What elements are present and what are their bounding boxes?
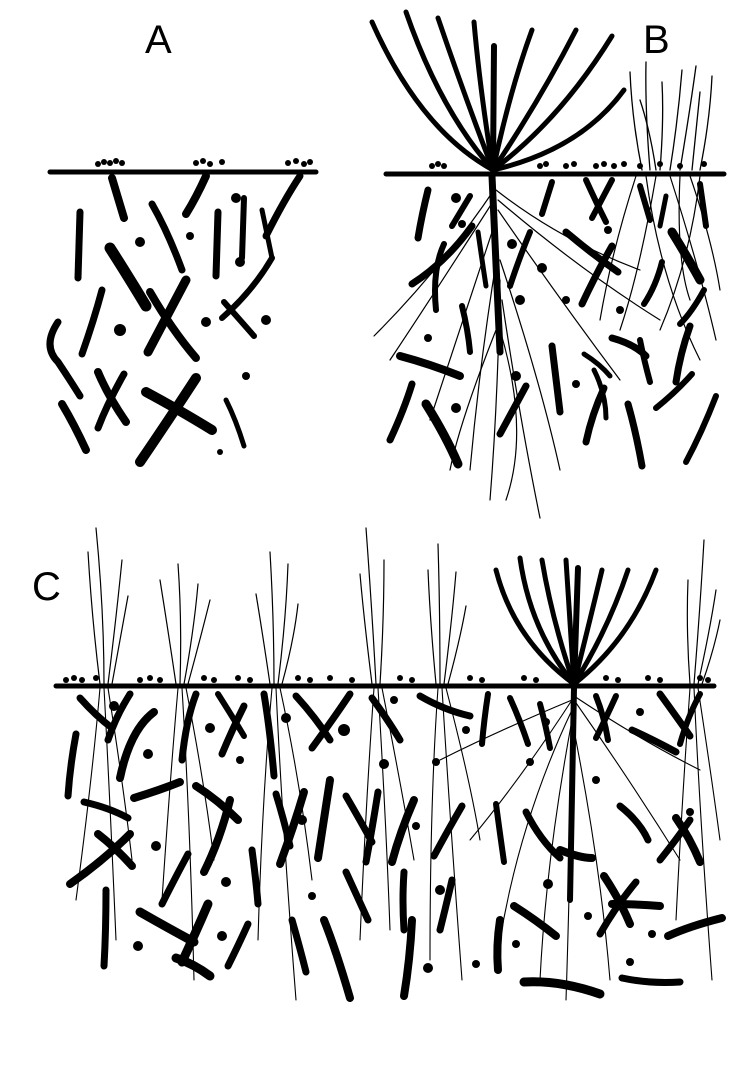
- panel-b-burrows: [386, 177, 719, 470]
- panel-b-fine-roots: [373, 175, 721, 519]
- panel-c-soil-particles: [109, 696, 694, 973]
- panel-b-soil-profile: [369, 9, 727, 519]
- panel-b-grass-shoots: [629, 61, 713, 171]
- panel-b-soil-particles: [424, 193, 624, 413]
- panel-a-soil-profile: [46, 158, 319, 467]
- panel-label-b: B: [643, 18, 670, 62]
- panel-b-surface-litter: [429, 161, 707, 169]
- panel-c-surface-litter: [63, 675, 711, 683]
- panel-a-soil-particles: [114, 193, 271, 455]
- panel-a-surface-litter: [95, 158, 313, 167]
- panel-a-burrows: [46, 172, 304, 467]
- panel-c-grass-shoots: [87, 527, 721, 685]
- panel-c-large-plant-shoots: [493, 555, 659, 687]
- panel-c-taproot: [567, 685, 577, 903]
- panel-label-a: A: [145, 18, 172, 62]
- panel-b-large-plant-shoots: [369, 9, 627, 173]
- panel-label-c: C: [32, 565, 61, 609]
- panel-c-burrows: [64, 690, 726, 1002]
- panel-c-soil-profile: [53, 527, 726, 1002]
